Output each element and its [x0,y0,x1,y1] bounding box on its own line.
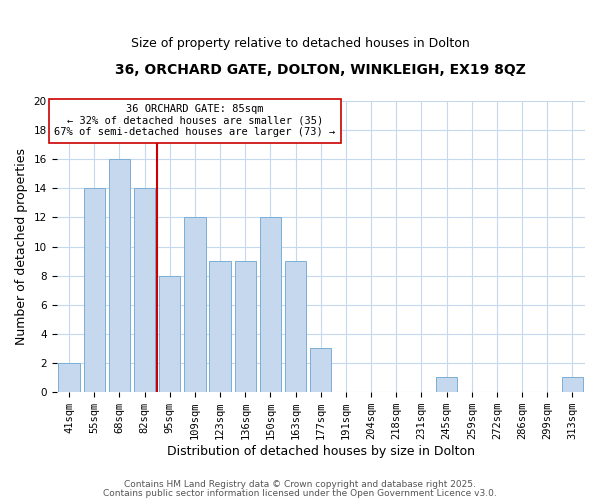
Bar [134,188,155,392]
Bar [436,377,457,392]
Bar [209,261,231,392]
Bar [159,276,181,392]
Bar [184,218,206,392]
Text: Size of property relative to detached houses in Dolton: Size of property relative to detached ho… [131,38,469,51]
Bar [235,261,256,392]
Bar [260,218,281,392]
Text: Contains public sector information licensed under the Open Government Licence v3: Contains public sector information licen… [103,488,497,498]
Y-axis label: Number of detached properties: Number of detached properties [15,148,28,345]
Bar [310,348,331,392]
Text: 36 ORCHARD GATE: 85sqm
← 32% of detached houses are smaller (35)
67% of semi-det: 36 ORCHARD GATE: 85sqm ← 32% of detached… [55,104,335,138]
Title: 36, ORCHARD GATE, DOLTON, WINKLEIGH, EX19 8QZ: 36, ORCHARD GATE, DOLTON, WINKLEIGH, EX1… [115,62,526,76]
Bar [83,188,105,392]
X-axis label: Distribution of detached houses by size in Dolton: Distribution of detached houses by size … [167,444,475,458]
Bar [285,261,306,392]
Text: Contains HM Land Registry data © Crown copyright and database right 2025.: Contains HM Land Registry data © Crown c… [124,480,476,489]
Bar [109,160,130,392]
Bar [58,362,80,392]
Bar [562,377,583,392]
